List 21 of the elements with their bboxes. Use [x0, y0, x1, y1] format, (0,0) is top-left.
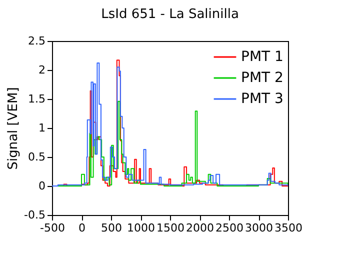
x-tick-label: 3000 — [245, 222, 273, 234]
chart-title: LsId 651 - La Salinilla — [101, 7, 239, 22]
x-tick-label: 500 — [101, 222, 122, 234]
x-tick-label: -500 — [40, 222, 65, 234]
x-tick-label: 1000 — [127, 222, 155, 234]
y-tick-label: 0.5 — [28, 150, 46, 164]
x-tick-label: 2500 — [216, 222, 244, 234]
legend-label: PMT 2 — [241, 70, 284, 86]
y-tick-label: 2.5 — [28, 34, 46, 48]
y-axis-title: Signal [VEM] — [6, 87, 22, 170]
x-tick-label: 2000 — [186, 222, 214, 234]
legend-label: PMT 3 — [241, 91, 284, 107]
legend-label: PMT 1 — [241, 49, 284, 65]
y-tick-label: 1 — [38, 122, 46, 134]
x-tick-label: 1500 — [156, 222, 184, 234]
y-tick-label: 2 — [38, 64, 46, 76]
x-tick-label: 0 — [78, 222, 86, 234]
y-tick-label: 0 — [38, 180, 46, 192]
y-tick-label: -0.5 — [24, 208, 46, 222]
x-tick-label: 3500 — [274, 222, 302, 234]
y-tick-label: 1.5 — [28, 92, 46, 106]
